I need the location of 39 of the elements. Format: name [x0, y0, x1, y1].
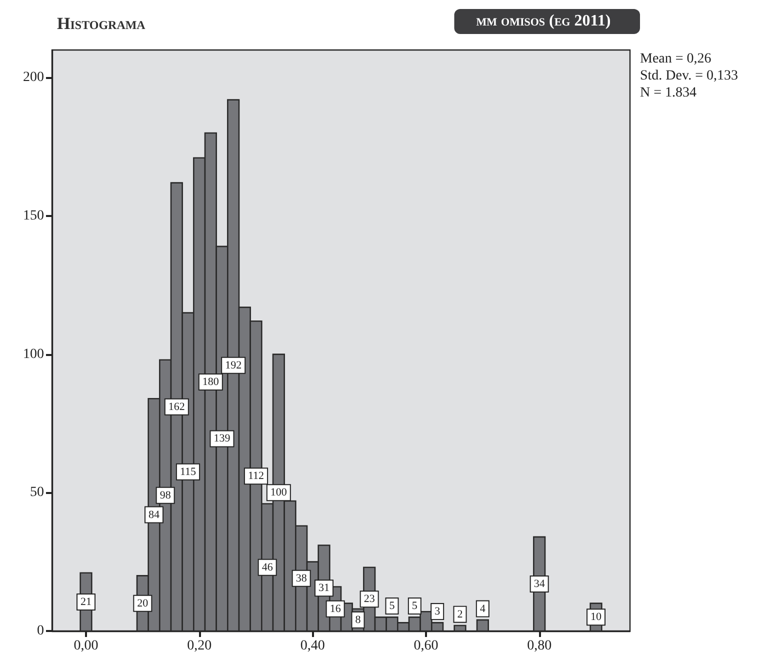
chart-title: Histograma — [57, 14, 146, 33]
data-label: 180 — [202, 376, 220, 388]
data-label: 115 — [180, 466, 197, 478]
text: N = 1.834 — [640, 86, 697, 100]
data-label: 23 — [364, 593, 376, 606]
x-tick-label: 0,80 — [527, 638, 552, 654]
data-label: 100 — [270, 486, 288, 499]
data-label: 21 — [80, 596, 92, 608]
x-tick-label: 0,00 — [74, 638, 98, 654]
y-tick-label: 150 — [23, 208, 44, 224]
chart-subtitle: mm omisos (eg 2011) — [476, 12, 611, 30]
data-label: 20 — [137, 597, 149, 610]
data-label: 3 — [434, 606, 441, 618]
data-label: 5 — [389, 600, 396, 612]
data-label: 4 — [480, 602, 486, 615]
data-label: 34 — [534, 578, 546, 590]
y-tick-label: 0 — [37, 624, 44, 638]
data-label: 8 — [355, 614, 362, 626]
data-label: 31 — [318, 582, 330, 594]
data-label: 192 — [225, 359, 242, 372]
x-tick-label: 0,40 — [300, 638, 325, 654]
data-label: 38 — [296, 572, 308, 584]
data-label: 84 — [148, 508, 160, 521]
data-label: 139 — [214, 432, 231, 445]
text: Mean = 0,26 — [640, 52, 712, 66]
data-label: 2 — [457, 608, 463, 620]
data-label: 98 — [160, 489, 172, 502]
y-tick-label: 50 — [30, 485, 44, 500]
y-tick-label: 100 — [23, 346, 44, 362]
x-tick-label: 0,20 — [187, 638, 212, 654]
data-label: 46 — [262, 561, 274, 574]
data-label: 10 — [590, 611, 602, 624]
x-tick-label: 0,60 — [414, 638, 438, 654]
y-tick-label: 200 — [23, 70, 44, 86]
text: Std. Dev. = 0,133 — [640, 68, 738, 84]
data-label: 112 — [248, 470, 264, 482]
data-label: 5 — [412, 600, 418, 612]
data-label: 162 — [168, 400, 185, 413]
data-label: 16 — [330, 602, 342, 615]
